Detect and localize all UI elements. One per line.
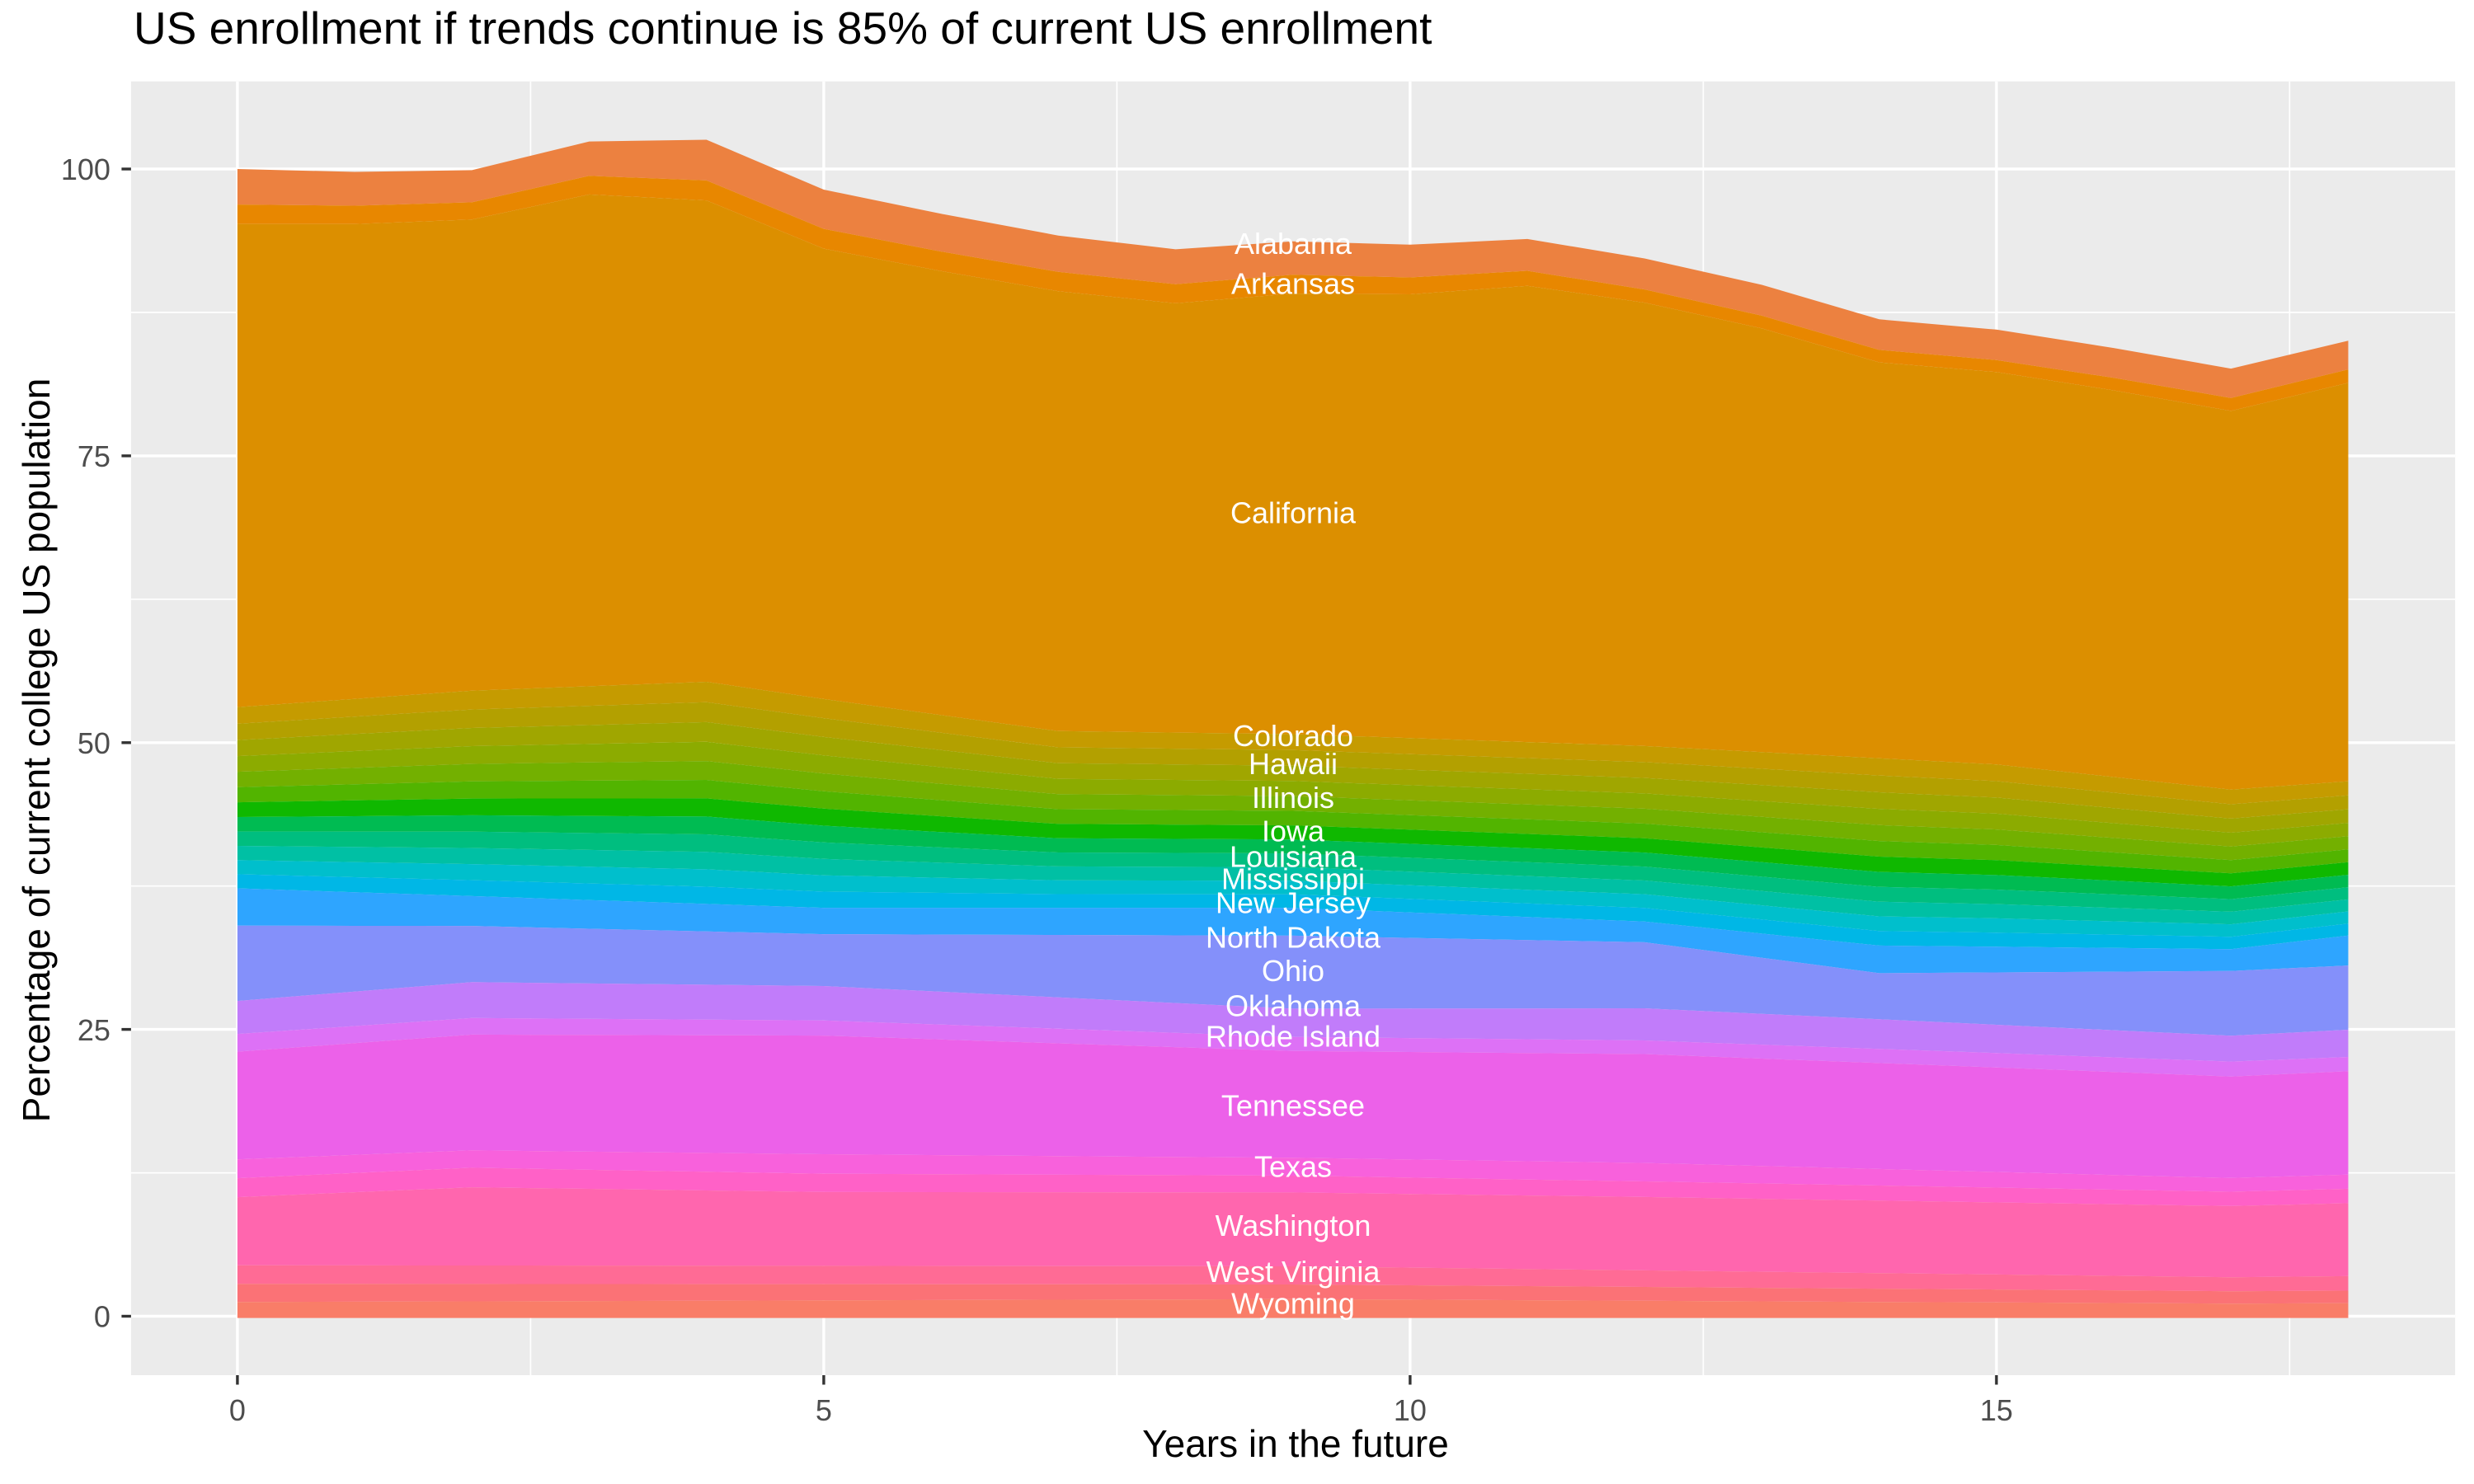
- svg-text:Washington: Washington: [1216, 1209, 1371, 1242]
- svg-text:Wyoming: Wyoming: [1231, 1287, 1355, 1321]
- svg-text:100: 100: [61, 153, 111, 186]
- svg-text:15: 15: [1980, 1393, 2013, 1427]
- svg-text:25: 25: [78, 1013, 111, 1047]
- svg-text:5: 5: [816, 1393, 832, 1427]
- svg-text:Alabama: Alabama: [1235, 227, 1352, 261]
- svg-text:Rhode Island: Rhode Island: [1206, 1019, 1380, 1053]
- svg-text:75: 75: [78, 439, 111, 473]
- svg-text:Louisiana: Louisiana: [1230, 839, 1357, 873]
- svg-text:Mississippi: Mississippi: [1221, 862, 1365, 896]
- svg-text:Percentage of current college: Percentage of current college US populat…: [15, 378, 58, 1123]
- svg-text:West Virginia: West Virginia: [1206, 1255, 1381, 1289]
- svg-text:Texas: Texas: [1254, 1149, 1332, 1183]
- svg-text:North Dakota: North Dakota: [1206, 920, 1381, 954]
- svg-text:0: 0: [229, 1393, 246, 1427]
- svg-text:California: California: [1230, 495, 1357, 529]
- svg-text:Oklahoma: Oklahoma: [1225, 989, 1362, 1022]
- svg-text:Iowa: Iowa: [1262, 814, 1325, 848]
- svg-text:Hawaii: Hawaii: [1249, 747, 1338, 781]
- svg-text:New Jersey: New Jersey: [1216, 886, 1371, 920]
- svg-text:Colorado: Colorado: [1233, 719, 1353, 753]
- svg-text:10: 10: [1394, 1393, 1427, 1427]
- svg-text:0: 0: [94, 1300, 111, 1334]
- svg-text:Years in the future: Years in the future: [1142, 1422, 1449, 1465]
- svg-text:Tennessee: Tennessee: [1221, 1088, 1365, 1122]
- svg-text:Illinois: Illinois: [1252, 781, 1334, 815]
- svg-text:US enrollment if trends contin: US enrollment if trends continue is 85% …: [134, 2, 1432, 54]
- svg-text:50: 50: [78, 726, 111, 760]
- svg-text:Arkansas: Arkansas: [1231, 266, 1355, 300]
- svg-text:Ohio: Ohio: [1262, 954, 1324, 988]
